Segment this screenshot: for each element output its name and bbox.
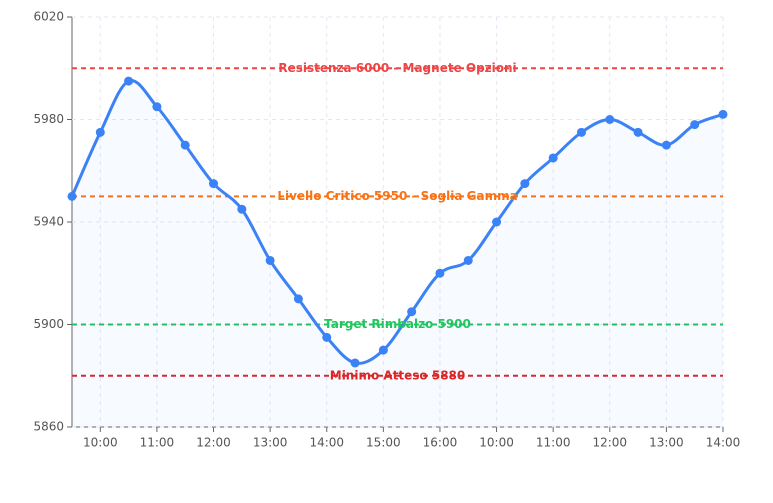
point [237, 204, 247, 214]
point [548, 153, 558, 163]
y-tick-label: 6020 [33, 10, 64, 24]
point [378, 345, 388, 355]
point [661, 140, 671, 150]
point [718, 109, 728, 119]
reference-label: Resistenza 6000 - Magnete Opzioni [278, 61, 516, 75]
point [67, 191, 77, 201]
x-tick-label: 10:00 [479, 436, 514, 450]
x-tick-label: 14:00 [309, 436, 344, 450]
reference-label: Livello Critico 5950 - Soglia Gamma [277, 189, 517, 203]
point [605, 115, 615, 124]
point [95, 127, 105, 137]
x-tick-label: 12:00 [196, 436, 231, 450]
point [690, 120, 700, 130]
point [633, 127, 643, 137]
area [72, 80, 723, 427]
point [407, 307, 417, 317]
point [124, 76, 134, 86]
point [492, 217, 502, 227]
x-tick-label: 13:00 [649, 436, 684, 450]
point [152, 102, 162, 112]
y-tick-label: 5900 [33, 317, 64, 331]
x-tick-label: 15:00 [366, 436, 401, 450]
x-tick-label: 13:00 [253, 436, 288, 450]
point [435, 268, 445, 278]
point [576, 127, 586, 137]
point [520, 179, 530, 189]
y-tick-label: 5860 [33, 420, 64, 434]
y-tick-label: 5980 [33, 112, 64, 126]
x-tick-label: 12:00 [592, 436, 627, 450]
reference-label: Target Rimbalzo 5900 [324, 317, 471, 331]
x-tick-label: 11:00 [140, 436, 175, 450]
point [293, 294, 303, 304]
point [265, 255, 275, 265]
point [322, 332, 332, 342]
x-tick-label: 16:00 [423, 436, 458, 450]
reference-label: Minimo Atteso 5880 [330, 368, 466, 382]
point [180, 140, 190, 150]
point [463, 255, 473, 265]
x-tick-label: 10:00 [83, 436, 118, 450]
x-tick-label: 14:00 [706, 436, 741, 450]
x-tick-label: 11:00 [536, 436, 571, 450]
point [350, 358, 360, 368]
point [209, 179, 219, 189]
y-tick-label: 5940 [33, 215, 64, 229]
